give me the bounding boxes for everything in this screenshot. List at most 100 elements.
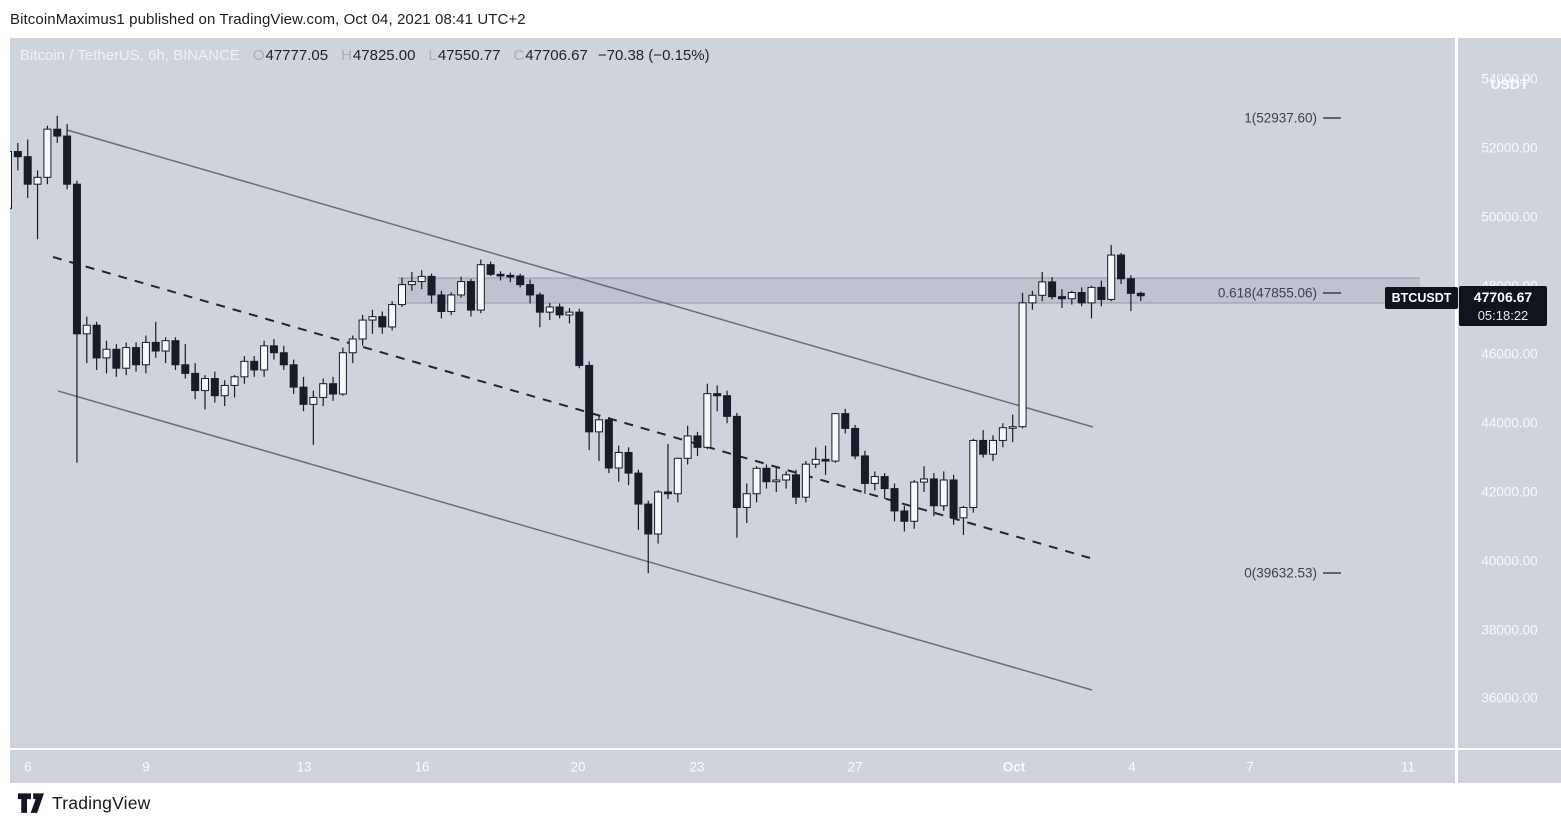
- candle[interactable]: [880, 473, 889, 499]
- candle[interactable]: [920, 466, 929, 493]
- candle[interactable]: [92, 321, 101, 370]
- candle[interactable]: [1038, 271, 1047, 302]
- candle[interactable]: [989, 435, 997, 462]
- candle[interactable]: [427, 273, 436, 304]
- channel-lower-trendline[interactable]: [57, 390, 1093, 691]
- candle[interactable]: [33, 170, 42, 240]
- candle[interactable]: [220, 380, 229, 407]
- candle[interactable]: [289, 359, 298, 395]
- candle[interactable]: [841, 408, 850, 434]
- candle[interactable]: [191, 363, 200, 400]
- candle[interactable]: [13, 142, 22, 171]
- candle[interactable]: [1028, 290, 1037, 310]
- candle[interactable]: [269, 338, 278, 360]
- candle[interactable]: [398, 277, 406, 307]
- candle[interactable]: [585, 361, 594, 451]
- candle[interactable]: [437, 290, 446, 319]
- candle[interactable]: [673, 457, 682, 503]
- fib-level-label[interactable]: 1(52937.60): [1244, 111, 1317, 126]
- candle[interactable]: [939, 471, 948, 511]
- candle[interactable]: [63, 124, 72, 190]
- candle[interactable]: [230, 375, 239, 398]
- candle[interactable]: [545, 302, 554, 321]
- chart-plot-area[interactable]: 1(52937.60) 0.618(47855.06) 0(39632.53): [10, 38, 1455, 748]
- candle[interactable]: [1048, 277, 1057, 300]
- candle[interactable]: [260, 340, 269, 377]
- candle[interactable]: [535, 292, 544, 328]
- candle[interactable]: [949, 474, 958, 525]
- candle[interactable]: [732, 412, 741, 538]
- candle[interactable]: [388, 301, 397, 331]
- candle[interactable]: [870, 471, 879, 491]
- candle[interactable]: [122, 342, 131, 376]
- candle[interactable]: [742, 483, 751, 523]
- candle[interactable]: [526, 279, 535, 304]
- candle[interactable]: [1087, 285, 1096, 319]
- candle[interactable]: [683, 425, 692, 465]
- candle[interactable]: [338, 347, 347, 396]
- candle[interactable]: [782, 471, 791, 489]
- candle[interactable]: [811, 447, 820, 468]
- candle[interactable]: [151, 321, 160, 358]
- candle[interactable]: [358, 314, 367, 346]
- candle[interactable]: [624, 447, 633, 486]
- candle[interactable]: [368, 309, 377, 334]
- candle[interactable]: [851, 424, 860, 460]
- candle[interactable]: [998, 423, 1007, 448]
- candle[interactable]: [210, 371, 219, 403]
- candle[interactable]: [82, 316, 91, 364]
- candle[interactable]: [171, 337, 180, 370]
- candle[interactable]: [604, 417, 613, 474]
- candle[interactable]: [319, 378, 328, 407]
- candle[interactable]: [407, 271, 416, 291]
- candle[interactable]: [378, 311, 387, 334]
- candle[interactable]: [43, 125, 52, 185]
- candle[interactable]: [506, 272, 515, 283]
- tradingview-brand[interactable]: TradingView: [18, 793, 151, 814]
- candle[interactable]: [1126, 275, 1135, 312]
- candle[interactable]: [72, 180, 81, 463]
- candle[interactable]: [1136, 291, 1145, 302]
- candle[interactable]: [752, 466, 761, 503]
- candle[interactable]: [900, 505, 909, 532]
- candle[interactable]: [634, 469, 643, 530]
- candle[interactable]: [141, 335, 150, 374]
- candle[interactable]: [821, 445, 830, 475]
- candle[interactable]: [240, 356, 249, 384]
- candle[interactable]: [575, 308, 584, 369]
- candle[interactable]: [929, 473, 938, 517]
- candle[interactable]: [181, 344, 190, 379]
- fib-level-label[interactable]: 0(39632.53): [1244, 566, 1317, 581]
- candle[interactable]: [762, 464, 771, 489]
- candle[interactable]: [486, 261, 495, 277]
- candle[interactable]: [910, 479, 919, 529]
- candle[interactable]: [457, 276, 466, 298]
- candle[interactable]: [299, 376, 308, 412]
- candle[interactable]: [663, 443, 672, 499]
- candle[interactable]: [723, 390, 732, 424]
- candle[interactable]: [250, 356, 259, 377]
- candle[interactable]: [614, 445, 623, 482]
- candle[interactable]: [1057, 289, 1066, 309]
- candle[interactable]: [890, 483, 899, 522]
- candle[interactable]: [1077, 287, 1086, 307]
- fib-zone-band[interactable]: [398, 278, 1420, 303]
- candle[interactable]: [969, 438, 978, 513]
- candle[interactable]: [496, 271, 505, 281]
- candle[interactable]: [693, 431, 702, 456]
- time-axis[interactable]: 6 9 13 16 20 23 27 Oct 4 7 11: [10, 750, 1455, 783]
- candle[interactable]: [860, 450, 869, 494]
- candle[interactable]: [53, 115, 62, 143]
- fib-level-label[interactable]: 0.618(47855.06): [1218, 286, 1317, 301]
- candle[interactable]: [555, 303, 564, 319]
- candle[interactable]: [1067, 290, 1076, 305]
- candle[interactable]: [348, 335, 357, 364]
- candle[interactable]: [132, 342, 141, 372]
- channel-upper-trendline[interactable]: [66, 129, 1094, 428]
- candle[interactable]: [112, 344, 121, 377]
- candle[interactable]: [713, 385, 722, 412]
- candle[interactable]: [772, 467, 781, 493]
- symbol-title[interactable]: Bitcoin / TetherUS, 6h, BINANCE: [20, 46, 240, 64]
- candle[interactable]: [801, 461, 810, 503]
- candle[interactable]: [10, 148, 12, 212]
